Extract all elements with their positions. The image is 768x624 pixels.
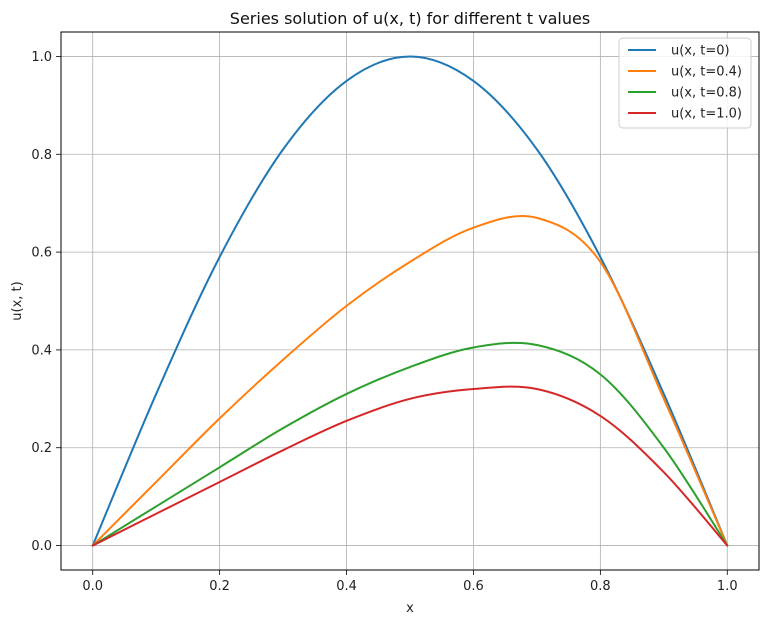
series-line-3 xyxy=(91,385,729,547)
y-tick-label: 0.6 xyxy=(31,246,52,261)
legend-label-2: u(x, t=0.8) xyxy=(671,86,742,101)
legend-items: u(x, t=0) u(x, t=0.4) u(x, t=0.8) u(x, t=1.… xyxy=(628,44,742,122)
x-tick-label: 1.0 xyxy=(717,579,738,594)
y-tick-label: 1.0 xyxy=(31,50,52,65)
y-tick-label: 0.4 xyxy=(31,343,52,358)
y-tick-label: 0.0 xyxy=(31,539,52,554)
grid-layer xyxy=(61,32,759,570)
legend-label-0: u(x, t=0) xyxy=(671,44,730,59)
x-tick-label: 0.6 xyxy=(463,579,484,594)
series-layer xyxy=(91,55,729,547)
x-axis-label: x xyxy=(406,601,414,616)
legend-box xyxy=(618,37,752,129)
x-tick-label: 0.2 xyxy=(209,579,230,594)
y-tick-label: 0.8 xyxy=(31,148,52,163)
tick-layer: 0.0 0.2 0.4 0.6 0.8 1.0 0.0 0.2 0.4 0.6 0.8 1.0 xyxy=(31,50,737,594)
plot-frame xyxy=(60,31,760,571)
legend: u(x, t=0) u(x, t=0.4) u(x, t=0.8) u(x, t=1.… xyxy=(618,37,752,129)
x-tick-label: 0.8 xyxy=(590,579,611,594)
series-line-1 xyxy=(91,214,729,547)
x-tick-label: 0.0 xyxy=(82,579,103,594)
y-axis-label: u(x, t) xyxy=(10,281,25,320)
legend-label-3: u(x, t=1.0) xyxy=(671,107,742,122)
series-line-2 xyxy=(91,341,729,547)
y-tick-label: 0.2 xyxy=(31,441,52,456)
chart-title: Series solution of u(x, t) for different… xyxy=(230,9,590,28)
legend-label-1: u(x, t=0.4) xyxy=(671,65,742,80)
x-tick-label: 0.4 xyxy=(336,579,357,594)
